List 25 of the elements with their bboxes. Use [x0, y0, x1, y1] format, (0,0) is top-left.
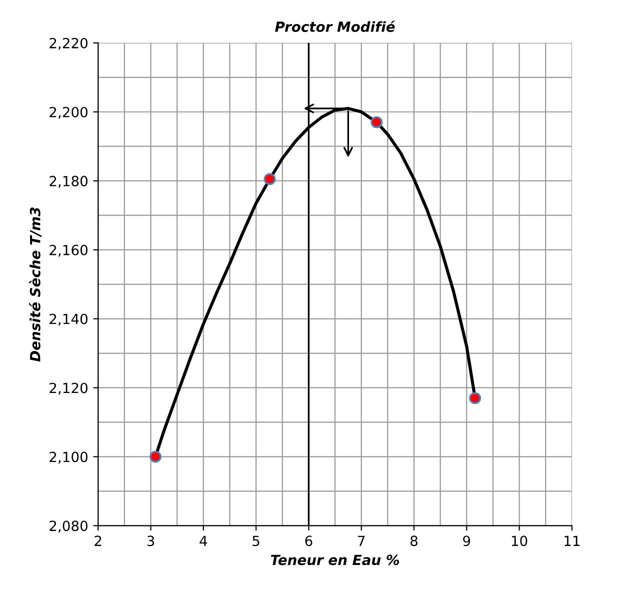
x-tick-label: 10: [512, 536, 528, 546]
y-tick-label: 2,080: [50, 520, 88, 533]
y-tick-label: 2,160: [50, 244, 88, 257]
y-tick-label: 2,200: [50, 106, 88, 119]
x-tick-label: 9: [463, 536, 470, 546]
point: [469, 392, 482, 404]
y-tick-label: 2,220: [50, 38, 88, 50]
x-tick-label: 2: [94, 536, 102, 546]
x-tick-label: 8: [410, 536, 418, 546]
point: [150, 450, 162, 463]
y-tick-label: 2,180: [50, 176, 88, 188]
x-tick-label: 7: [358, 536, 365, 546]
point: [370, 116, 383, 128]
x-tick-label: 5: [252, 536, 260, 546]
y-tick-label: 2,120: [50, 382, 88, 395]
y-tick-label: 2,100: [50, 452, 88, 464]
point: [264, 173, 276, 186]
chart-title: Proctor Modifié: [275, 20, 395, 32]
x-tick-label: 11: [564, 536, 580, 546]
x-tick-label: 6: [305, 536, 312, 546]
x-tick-label: 4: [200, 536, 208, 546]
x-axis-title: Teneur en Eau %: [270, 554, 400, 566]
y-axis-title: Densité Sèche T/m3: [29, 207, 42, 362]
y-tick-label: 2,140: [50, 314, 88, 326]
x-tick-label: 3: [147, 536, 154, 546]
